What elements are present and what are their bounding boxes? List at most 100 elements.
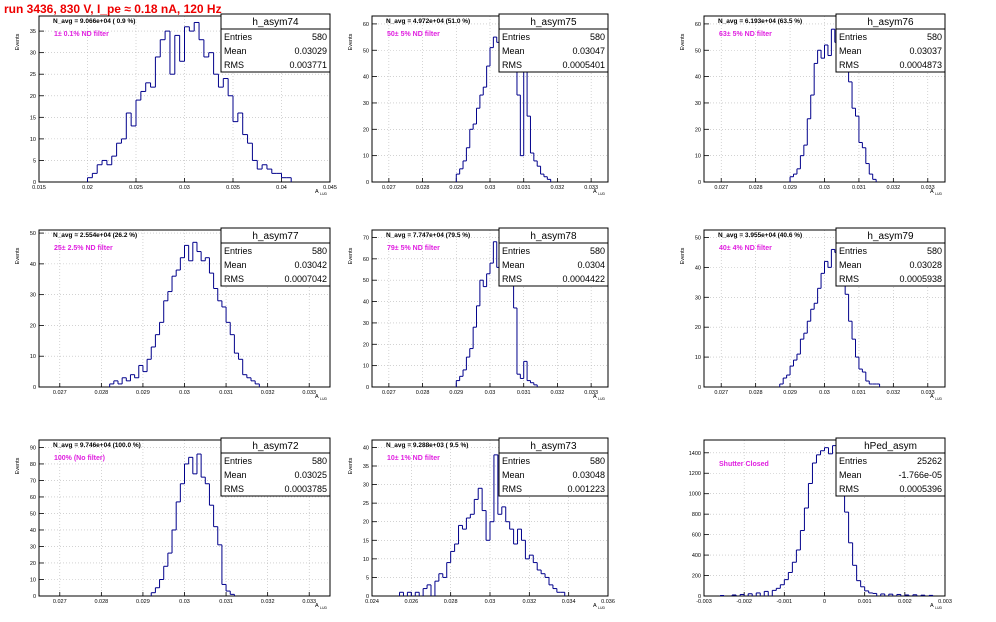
navg-label: N_avg = 9.066e+04 ( 0.9 %) xyxy=(53,18,135,25)
stat-label-rms: RMS xyxy=(839,274,859,284)
y-tick-label: 80 xyxy=(30,462,36,468)
stat-label-entries: Entries xyxy=(224,246,253,256)
x-axis-label: A xyxy=(315,603,319,609)
y-tick-label: 20 xyxy=(363,127,369,133)
y-tick-label: 20 xyxy=(695,127,701,133)
stat-label-mean: Mean xyxy=(839,46,862,56)
y-tick-label: 35 xyxy=(363,464,369,470)
y-tick-label: 15 xyxy=(363,538,369,544)
x-tick-label: 0.001 xyxy=(858,599,872,605)
x-tick-label: 0.027 xyxy=(714,185,728,191)
histogram-series xyxy=(719,445,934,596)
y-tick-label: 1000 xyxy=(689,492,701,498)
stat-label-rms: RMS xyxy=(502,60,522,70)
stats-box xyxy=(220,13,331,73)
stat-label-mean: Mean xyxy=(224,46,247,56)
x-tick-label: 0.031 xyxy=(219,599,233,605)
y-tick-label: 60 xyxy=(363,257,369,263)
y-tick-label: 0 xyxy=(698,594,701,600)
x-tick-label: 0.027 xyxy=(53,599,67,605)
y-tick-label: 40 xyxy=(363,300,369,306)
x-tick-label: 0.036 xyxy=(601,599,615,605)
x-tick-label: 0.045 xyxy=(323,185,337,191)
navg-label: N_avg = 4.972e+04 (51.0 %) xyxy=(386,18,470,25)
y-axis-label: Events xyxy=(348,33,354,50)
y-tick-label: 0 xyxy=(366,594,369,600)
y-tick-label: 30 xyxy=(30,293,36,299)
y-tick-label: 60 xyxy=(30,495,36,501)
stat-value-mean: 0.03047 xyxy=(572,46,605,56)
x-tick-label: 0.028 xyxy=(416,185,430,191)
x-tick-label: 0.035 xyxy=(226,185,240,191)
y-tick-label: 50 xyxy=(363,48,369,54)
x-tick-label: 0.003 xyxy=(938,599,952,605)
histogram-panel-h-asym74: 0.015 0.02 0.025 0.03 0.035 0.04 0.045 0 5 10 15 20… xyxy=(15,13,337,196)
x-tick-label: -0.002 xyxy=(736,599,752,605)
histogram-series xyxy=(150,453,235,596)
stat-value-rms: 0.0005401 xyxy=(562,60,605,70)
stat-label-entries: Entries xyxy=(839,246,868,256)
stat-value-mean: 0.0304 xyxy=(577,260,605,270)
x-tick-label: 0.029 xyxy=(449,185,463,191)
stat-value-rms: 0.0005938 xyxy=(899,274,942,284)
x-tick-label: 0.029 xyxy=(449,390,463,396)
y-tick-label: 20 xyxy=(695,325,701,331)
stat-label-mean: Mean xyxy=(224,260,247,270)
histogram-name: h_asym78 xyxy=(530,231,577,242)
stat-value-entries: 580 xyxy=(927,32,942,42)
x-tick-label: 0.028 xyxy=(749,185,763,191)
stat-label-mean: Mean xyxy=(839,470,862,480)
navg-label: N_avg = 2.554e+04 (26.2 %) xyxy=(53,232,137,239)
x-tick-label: 0.03 xyxy=(485,599,496,605)
stats-box xyxy=(835,227,946,287)
x-tick-label: 0.028 xyxy=(749,390,763,396)
stat-value-entries: 580 xyxy=(312,456,327,466)
histogram-name: h_asym77 xyxy=(252,231,299,242)
stats-box xyxy=(498,227,609,287)
filter-label: Shutter Closed xyxy=(719,461,769,468)
y-tick-label: 10 xyxy=(363,557,369,563)
x-axis-label-subscript: LUD xyxy=(320,192,327,196)
stats-box xyxy=(220,227,331,287)
x-tick-label: 0.027 xyxy=(382,185,396,191)
y-axis-label: Events xyxy=(680,33,686,50)
navg-label: N_avg = 7.747e+04 (79.5 %) xyxy=(386,232,470,239)
y-tick-label: 60 xyxy=(363,22,369,28)
x-tick-label: 0.031 xyxy=(852,390,866,396)
stat-value-mean: 0.03037 xyxy=(909,46,942,56)
y-tick-label: 0 xyxy=(33,180,36,186)
stat-label-entries: Entries xyxy=(224,32,253,42)
x-tick-label: 0.015 xyxy=(32,185,46,191)
histogram-panel-h-asym73: 0.024 0.026 0.028 0.03 0.032 0.034 0.036 0 5 10 15… xyxy=(348,437,615,610)
histogram-panel-h-asym77: 0.027 0.028 0.029 0.03 0.031 0.032 0.033 0 10 20 3… xyxy=(15,227,331,401)
x-tick-label: 0.029 xyxy=(783,185,797,191)
y-tick-label: 0 xyxy=(33,385,36,391)
y-tick-label: 30 xyxy=(30,51,36,57)
x-tick-label: 0.028 xyxy=(94,390,108,396)
stat-label-entries: Entries xyxy=(502,32,531,42)
x-tick-label: 0.032 xyxy=(886,390,900,396)
y-tick-label: 20 xyxy=(30,323,36,329)
x-tick-label: 0.028 xyxy=(94,599,108,605)
x-tick-label: 0.024 xyxy=(365,599,379,605)
y-tick-label: 40 xyxy=(695,75,701,81)
y-tick-label: 30 xyxy=(30,544,36,550)
y-tick-label: 40 xyxy=(363,75,369,81)
x-tick-label: 0.03 xyxy=(819,185,830,191)
stats-box xyxy=(220,437,331,497)
filter-label: 40± 4% ND filter xyxy=(719,245,772,252)
stat-label-entries: Entries xyxy=(839,456,868,466)
x-tick-label: 0.033 xyxy=(921,390,935,396)
y-tick-label: 70 xyxy=(363,235,369,241)
filter-label: 25± 2.5% ND filter xyxy=(54,245,113,252)
filter-label: 50± 5% ND filter xyxy=(387,31,440,38)
run-title: run 3436, 830 V, I_pe ≈ 0.18 nA, 120 Hz xyxy=(4,2,222,16)
x-tick-label: 0.031 xyxy=(219,390,233,396)
filter-label: 1± 0.1% ND filter xyxy=(54,31,109,38)
stat-label-rms: RMS xyxy=(839,60,859,70)
histogram-series xyxy=(87,21,292,182)
x-tick-label: 0.027 xyxy=(714,390,728,396)
y-tick-label: 50 xyxy=(695,235,701,241)
histogram-series xyxy=(109,241,260,387)
x-tick-label: 0.028 xyxy=(444,599,458,605)
